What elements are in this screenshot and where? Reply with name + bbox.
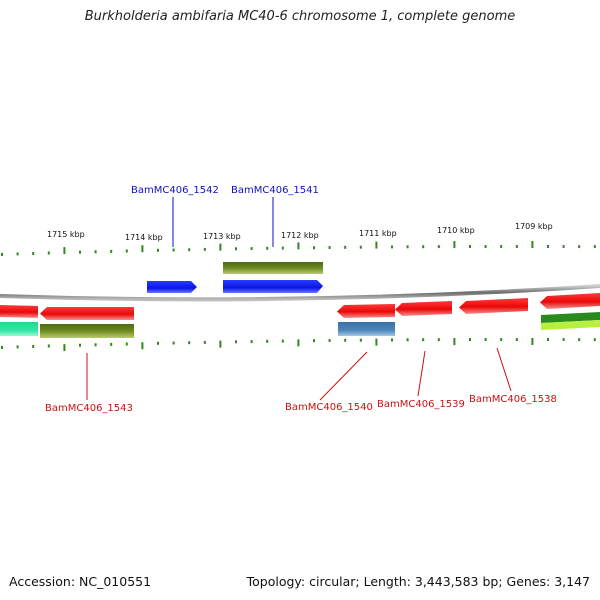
gene-label-BamMC406_1541[interactable]: BamMC406_1541	[231, 185, 319, 196]
tick-label-1711: 1711 kbp	[359, 229, 397, 238]
genome-summary-text: Topology: circular; Length: 3,443,583 bp…	[246, 574, 590, 589]
leader-line-1538	[496, 347, 512, 392]
gene-label-BamMC406_1543[interactable]: BamMC406_1543	[45, 403, 133, 414]
feature-olive-reverse[interactable]	[40, 324, 134, 338]
gene-arrow-BamMC406_1538[interactable]	[459, 298, 528, 314]
gene-arrow-left-edge-red[interactable]	[0, 305, 38, 318]
leader-line-1539	[417, 350, 426, 397]
chromosome-backbone	[0, 284, 600, 302]
gene-label-BamMC406_1540[interactable]: BamMC406_1540	[285, 402, 373, 413]
gene-label-BamMC406_1539[interactable]: BamMC406_1539	[377, 399, 465, 410]
feature-steelblue-reverse[interactable]	[338, 322, 395, 336]
gene-arrow-BamMC406_1539[interactable]	[395, 301, 452, 316]
feature-teal-left-edge[interactable]	[0, 322, 38, 336]
feature-green-right-edge[interactable]	[541, 312, 600, 330]
gene-arrow-BamMC406_1543[interactable]	[40, 307, 134, 320]
tick-label-1713: 1713 kbp	[203, 232, 241, 241]
tick-label-1710: 1710 kbp	[437, 226, 475, 235]
gene-arrow-BamMC406_1540[interactable]	[337, 304, 395, 318]
accession-text: Accession: NC_010551	[9, 574, 152, 589]
leader-line-1540	[319, 351, 368, 401]
gene-label-BamMC406_1538[interactable]: BamMC406_1538	[469, 394, 557, 405]
gene-arrow-right-edge-red[interactable]	[540, 293, 600, 309]
tick-label-1712: 1712 kbp	[281, 231, 319, 240]
tick-label-1709: 1709 kbp	[515, 222, 553, 231]
feature-olive-forward[interactable]	[223, 262, 323, 274]
tick-label-1714: 1714 kbp	[125, 233, 163, 242]
outer-tick-marks	[1, 241, 596, 256]
inner-tick-marks	[1, 338, 596, 352]
tick-label-1715: 1715 kbp	[47, 230, 85, 239]
map-title: Burkholderia ambifaria MC40-6 chromosome…	[84, 9, 516, 24]
gene-arrow-BamMC406_1541[interactable]	[223, 280, 323, 293]
gene-label-BamMC406_1542[interactable]: BamMC406_1542	[131, 185, 219, 196]
gene-arrow-BamMC406_1542[interactable]	[147, 281, 197, 293]
